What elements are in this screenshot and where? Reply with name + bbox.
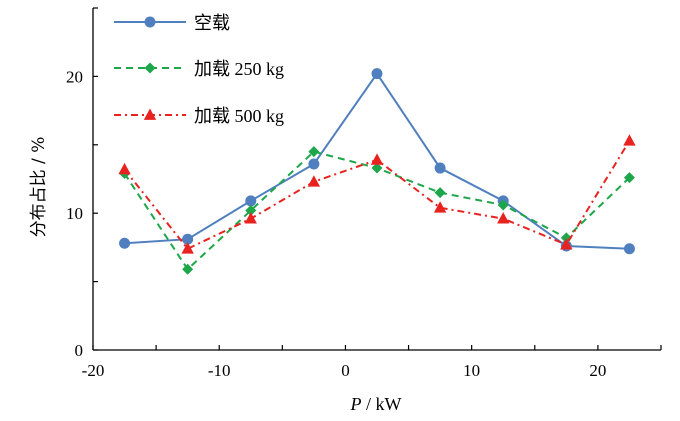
y-ticks: 0 10 20 [66,7,98,360]
y-tick-label: 0 [75,341,84,360]
data-point [623,134,636,146]
data-point [119,237,131,249]
axes: -20 -10 0 10 20 0 10 20 [66,7,662,380]
legend-label: 空载 [194,13,230,33]
legend-marker-triangle-icon [143,108,157,120]
data-point [308,146,320,158]
x-axis-label-variable: P [350,394,362,414]
data-point [118,162,131,175]
legend-item: 加载 500 kg [114,106,284,126]
legend-marker-circle-icon [144,16,156,28]
legend-item: 加载 250 kg [114,59,284,79]
y-axis-label: 分布占比 / % [29,137,49,238]
series-1 [119,146,635,275]
data-point [182,263,194,275]
data-point [181,242,194,254]
x-ticks: -20 -10 0 10 20 [82,345,662,380]
data-point [245,195,257,207]
x-axis-label: P / kW [350,394,402,414]
data-point [371,162,383,174]
data-point [371,68,383,80]
legend-marker-diamond-icon [144,62,156,74]
x-tick-label: 0 [341,361,350,380]
data-point [370,153,384,165]
series-2 [118,134,636,254]
data-point [434,187,446,199]
x-tick-label: 10 [463,361,480,380]
data-point [497,212,510,224]
data-point [623,172,635,184]
data-point [244,212,257,224]
data-point [497,199,509,211]
y-tick-label: 20 [66,67,83,86]
data-point [307,175,321,187]
legend-label: 加载 250 kg [194,59,284,79]
data-point [308,158,320,170]
x-tick-label: -10 [208,361,231,380]
data-point [623,243,635,255]
data-point [433,201,447,213]
legend-label: 加载 500 kg [194,106,284,126]
data-point [245,204,257,216]
x-tick-label: 20 [589,361,606,380]
legend-item: 空载 [114,13,230,33]
data-point [182,233,194,245]
x-axis-label-unit: / kW [362,394,402,414]
data-point [434,162,446,174]
y-tick-label: 10 [66,204,83,223]
x-tick-label: -20 [82,361,105,380]
series-layer [118,68,636,275]
data-point [560,238,573,250]
